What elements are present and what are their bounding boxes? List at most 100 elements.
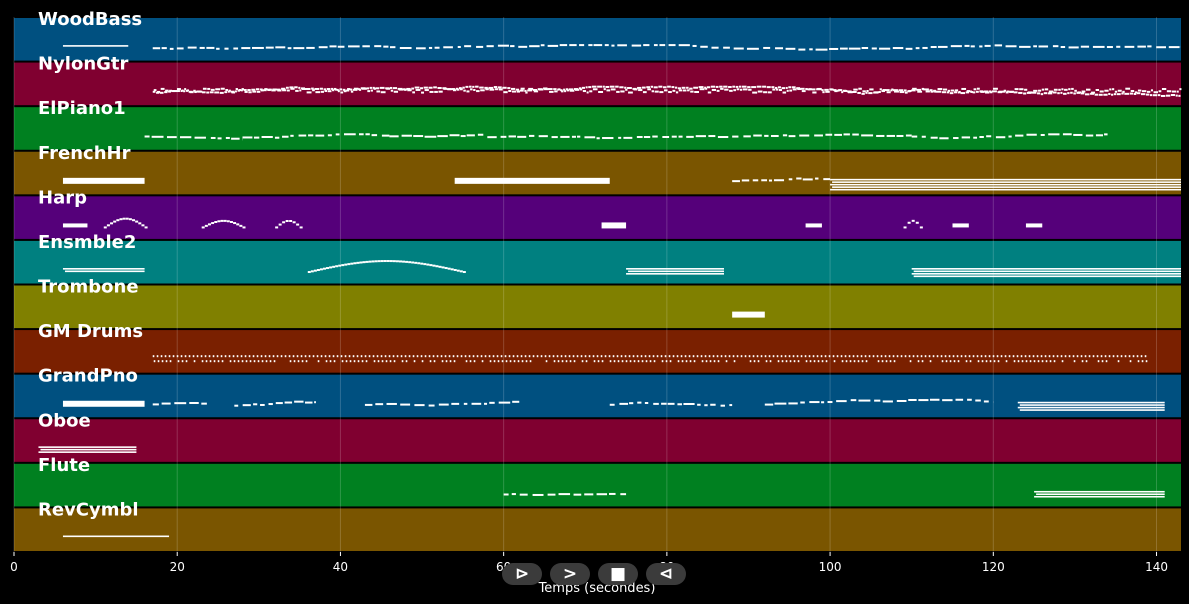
note (449, 134, 460, 137)
drum-hit (213, 360, 216, 363)
drum-hit (1012, 355, 1015, 358)
note (293, 47, 305, 50)
note (428, 46, 433, 49)
note (144, 226, 148, 229)
drum-hit (288, 355, 291, 358)
note (711, 88, 717, 91)
drum-hit (848, 355, 851, 358)
note (515, 88, 519, 91)
note (339, 88, 343, 91)
note (821, 401, 825, 404)
drum-hit (536, 355, 539, 358)
drum-hit (861, 360, 864, 363)
track-lane (14, 18, 1181, 61)
note (1095, 89, 1100, 92)
drum-hit (821, 360, 824, 363)
fast-forward-button[interactable]: > (550, 563, 590, 585)
note (616, 90, 620, 93)
note (1157, 94, 1161, 97)
note (853, 88, 858, 91)
track-label: GM Drums (38, 321, 143, 342)
note (510, 87, 516, 90)
drum-hit (273, 360, 276, 363)
drum-hit (620, 355, 623, 358)
drum-hit (777, 360, 780, 363)
note (393, 90, 399, 93)
play-button[interactable]: ⊳ (502, 563, 542, 585)
note (924, 88, 929, 91)
note (551, 136, 558, 139)
note (367, 90, 370, 93)
drum-hit (192, 355, 195, 358)
note (62, 177, 145, 184)
note (447, 88, 453, 91)
note (538, 88, 544, 91)
note (770, 134, 779, 137)
note (911, 89, 916, 92)
note (729, 404, 733, 407)
note (602, 137, 614, 140)
note (965, 91, 970, 94)
note (428, 404, 435, 407)
note (241, 88, 244, 91)
drum-hit (812, 355, 815, 358)
note (970, 90, 973, 93)
note (353, 262, 357, 265)
stop-button[interactable]: ■ (598, 563, 638, 585)
note (307, 271, 311, 274)
drum-hit (956, 355, 959, 358)
drum-hit (464, 355, 467, 358)
note (451, 402, 460, 405)
drum-hit (765, 360, 768, 363)
drum-hit (797, 360, 800, 363)
note (733, 89, 737, 92)
note (1109, 88, 1112, 91)
drum-hit (888, 355, 891, 358)
note (891, 88, 894, 91)
note (832, 186, 1181, 188)
note (584, 493, 594, 496)
note (334, 88, 338, 91)
note (1080, 45, 1090, 48)
note (852, 133, 859, 136)
note (569, 44, 577, 47)
drum-hit (552, 355, 555, 358)
note (929, 398, 940, 401)
drum-hit (1120, 355, 1123, 358)
note (554, 90, 558, 93)
note (960, 92, 966, 95)
drum-hit (377, 360, 380, 363)
note (337, 45, 345, 48)
drum-hit (280, 355, 283, 358)
note (942, 399, 953, 402)
drum-hit (433, 360, 436, 363)
note (1090, 92, 1095, 95)
note (323, 88, 327, 91)
note (1038, 45, 1049, 48)
drum-hit (1028, 355, 1031, 358)
note (908, 398, 917, 401)
drum-hit (700, 355, 703, 358)
drum-hit (333, 360, 336, 363)
note (327, 90, 332, 93)
note (866, 89, 869, 92)
note (1095, 134, 1103, 137)
note (1062, 133, 1072, 136)
note (1067, 92, 1070, 95)
note (460, 135, 466, 138)
note (601, 222, 627, 229)
rewind-button[interactable]: ⊲ (646, 563, 686, 585)
note (207, 87, 211, 90)
drum-hit (889, 360, 892, 363)
note (454, 177, 610, 184)
note (62, 45, 129, 47)
drum-hit (720, 355, 723, 358)
note (862, 90, 866, 93)
note (1179, 88, 1182, 91)
note (896, 134, 904, 137)
note (836, 400, 847, 403)
drum-hit (688, 355, 691, 358)
note (488, 86, 494, 89)
note (1019, 88, 1024, 91)
track-lane (14, 330, 1181, 373)
